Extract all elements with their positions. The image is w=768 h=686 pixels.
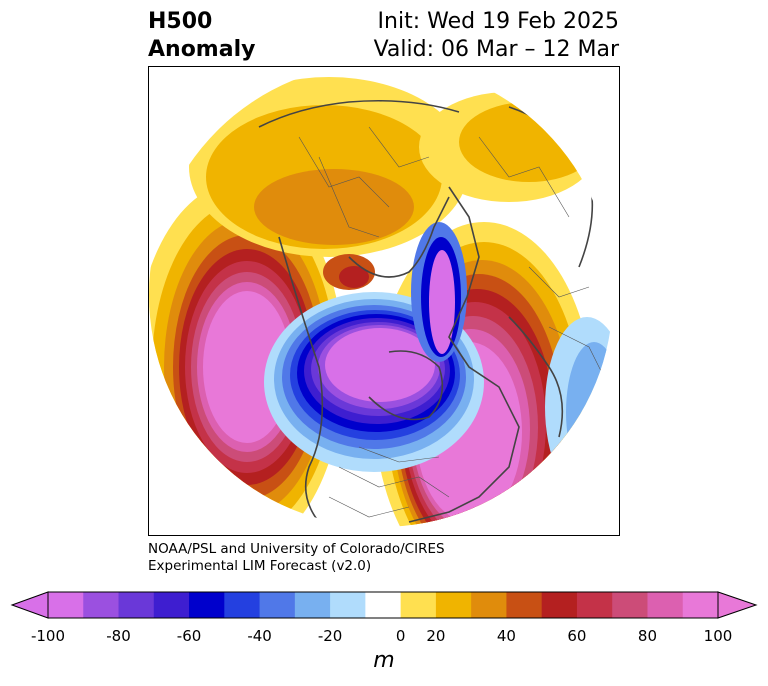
positive-anomaly-pacific	[149, 182, 344, 527]
colorbar-swatch	[48, 592, 84, 618]
title-variable: H500	[148, 9, 213, 34]
colorbar-tick-label: -80	[106, 627, 131, 645]
colorbar-tick-label: -20	[317, 627, 343, 645]
colorbar-swatch	[153, 592, 190, 618]
colorbar-swatch	[259, 592, 296, 618]
colorbar-tick-label: -60	[176, 627, 202, 645]
colorbar-tick-label: 80	[637, 627, 658, 645]
colorbar-tick-label: 0	[395, 627, 406, 645]
colorbar-swatch	[118, 592, 155, 618]
init-date: Init: Wed 19 Feb 2025	[377, 9, 619, 34]
colorbar-tick-label: 20	[426, 627, 446, 645]
colorbar-swatch	[541, 592, 578, 618]
colorbar-tick-label: -100	[30, 627, 66, 645]
colorbar-swatch	[330, 592, 366, 618]
colorbar-swatch	[506, 592, 543, 618]
valid-range: Valid: 06 Mar – 12 Mar	[373, 37, 619, 62]
colorbar-tick-label: -40	[247, 627, 272, 645]
credit-line-1: NOAA/PSL and University of Colorado/CIRE…	[148, 541, 445, 557]
colorbar-swatch	[435, 592, 472, 618]
map-svg	[149, 77, 613, 527]
title-subtitle: Anomaly	[148, 37, 256, 62]
colorbar-swatch	[576, 592, 613, 618]
colorbar-unit-label: m	[373, 648, 395, 673]
colorbar-swatch	[471, 592, 507, 618]
colorbar-outline	[47, 591, 719, 619]
colorbar-swatch	[224, 592, 261, 618]
colorbar-tick-label: 100	[703, 627, 733, 645]
colorbar-swatch	[365, 592, 402, 618]
anomaly-map	[148, 66, 620, 536]
colorbar-swatch	[682, 592, 719, 618]
plot-title-right: Init: Wed 19 Feb 2025 Valid: 06 Mar – 12…	[374, 8, 619, 64]
colorbar-swatch	[400, 592, 437, 618]
colorbar-swatch	[189, 592, 225, 618]
colorbar-tick-label: 40	[496, 627, 516, 645]
colorbar	[10, 591, 758, 619]
colorbar-swatch	[612, 592, 648, 618]
colorbar-swatch	[294, 592, 331, 618]
positive-anomaly-asia	[189, 77, 599, 290]
colorbar-swatch	[647, 592, 684, 618]
credit-line-2: Experimental LIM Forecast (v2.0)	[148, 558, 372, 574]
colorbar-tick-label: 60	[567, 627, 587, 645]
colorbar-max-arrow	[717, 591, 758, 619]
colorbar-min-arrow	[10, 591, 49, 619]
colorbar-swatch	[83, 592, 120, 618]
plot-title-left: H500 Anomaly	[148, 8, 255, 64]
credit-text: NOAA/PSL and University of Colorado/CIRE…	[148, 541, 445, 575]
